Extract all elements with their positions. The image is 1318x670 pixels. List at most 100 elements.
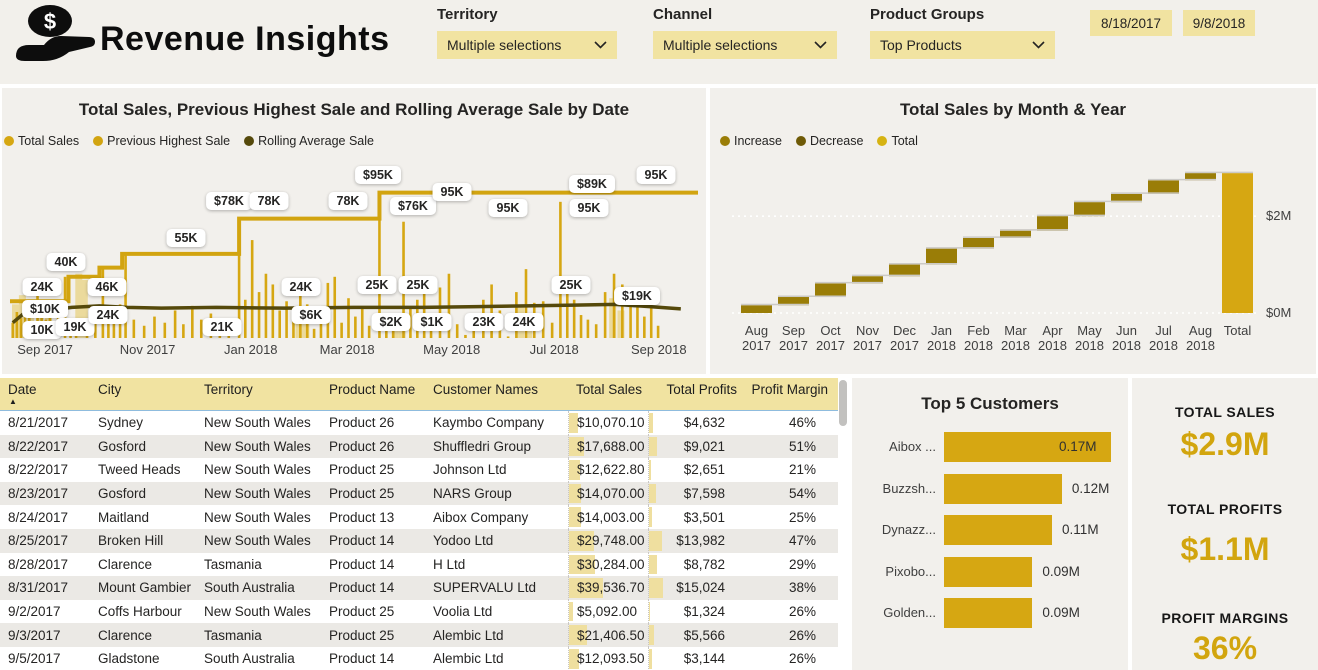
customer-bar[interactable]	[944, 432, 1111, 462]
total-sales-bar[interactable]	[559, 201, 562, 338]
waterfall-bar-total[interactable]	[1222, 173, 1253, 313]
total-sales-bar-dim[interactable]	[295, 319, 303, 338]
total-sales-bar[interactable]	[565, 276, 569, 338]
total-sales-bar[interactable]	[101, 267, 105, 338]
total-sales-bar[interactable]	[490, 284, 493, 338]
table-row[interactable]: 9/5/2017 Gladstone South Australia Product …	[0, 646, 838, 670]
total-sales-bar[interactable]	[11, 322, 15, 338]
waterfall-bar-increase[interactable]	[1037, 216, 1068, 231]
total-sales-bar[interactable]	[354, 316, 357, 338]
customer-bar[interactable]	[944, 556, 1033, 587]
total-sales-bar[interactable]	[15, 311, 19, 338]
total-sales-bar[interactable]	[278, 310, 281, 338]
total-sales-bar[interactable]	[643, 316, 646, 338]
total-sales-bar[interactable]	[550, 322, 554, 338]
total-sales-bar[interactable]	[19, 318, 23, 338]
waterfall-bar-increase[interactable]	[1111, 193, 1142, 203]
total-sales-bar-dim[interactable]	[80, 279, 88, 338]
table-row[interactable]: 9/2/2017 Coffs Harbour New South Wales Prod…	[0, 599, 838, 624]
total-sales-bar[interactable]	[603, 292, 607, 338]
table-row[interactable]: 8/21/2017 Sydney New South Wales Product 26…	[0, 411, 838, 435]
total-sales-bar[interactable]	[132, 319, 136, 338]
territory-dropdown[interactable]: Multiple selections	[437, 31, 617, 59]
waterfall-bar-increase[interactable]	[963, 237, 994, 249]
total-sales-bar-dim[interactable]	[617, 310, 625, 338]
total-sales-bar[interactable]	[621, 284, 624, 338]
total-sales-bar[interactable]	[48, 301, 52, 338]
total-sales-bar[interactable]	[312, 328, 316, 338]
total-sales-bar[interactable]	[629, 295, 632, 338]
total-sales-bar[interactable]	[649, 304, 653, 338]
total-sales-bar[interactable]	[464, 334, 467, 338]
total-sales-bar[interactable]	[163, 322, 167, 338]
total-sales-bar[interactable]	[391, 325, 395, 338]
table-scrollbar[interactable]	[839, 380, 847, 668]
waterfall-bar-increase[interactable]	[778, 297, 809, 306]
table-row[interactable]: 8/23/2017 Gosford New South Wales Product 2…	[0, 481, 838, 506]
total-sales-bar[interactable]	[340, 322, 343, 338]
table-row[interactable]: 8/22/2017 Gosford New South Wales Product 2…	[0, 434, 838, 459]
start-date-input[interactable]: 8/18/2017	[1090, 10, 1172, 36]
total-sales-bar[interactable]	[594, 324, 598, 338]
waterfall-bar-increase[interactable]	[1185, 173, 1216, 181]
column-header-total-sales[interactable]: Total Sales	[576, 382, 643, 397]
total-sales-bar-dim[interactable]	[302, 310, 310, 338]
column-header-city[interactable]: City	[98, 382, 122, 397]
waterfall-bar-increase[interactable]	[1000, 230, 1031, 238]
total-sales-bar[interactable]	[250, 240, 254, 338]
total-sales-bar[interactable]	[579, 315, 583, 338]
total-sales-bar-dim[interactable]	[36, 299, 44, 338]
waterfall-bar-increase[interactable]	[815, 283, 846, 298]
column-header-territory[interactable]: Territory	[204, 382, 253, 397]
total-sales-bar[interactable]	[94, 315, 97, 338]
total-sales-bar[interactable]	[23, 301, 27, 338]
total-sales-bar[interactable]	[153, 316, 156, 338]
total-sales-bar[interactable]	[506, 336, 510, 338]
previous-highest-sale-line[interactable]	[10, 190, 698, 304]
total-sales-bar[interactable]	[124, 253, 127, 338]
scrollbar-thumb[interactable]	[839, 380, 847, 426]
customer-bar[interactable]	[944, 473, 1062, 504]
customer-bar[interactable]	[944, 515, 1053, 545]
total-sales-bar[interactable]	[264, 273, 268, 338]
table-row[interactable]: 8/31/2017 Mount Gambier South Australia Pro…	[0, 576, 838, 600]
column-header-product-name[interactable]: Product Name	[329, 382, 416, 397]
total-sales-bar[interactable]	[285, 301, 288, 338]
column-header-customer-names[interactable]: Customer Names	[433, 382, 539, 397]
total-sales-bar[interactable]	[572, 299, 576, 338]
customer-bar[interactable]	[944, 598, 1033, 628]
total-sales-bar[interactable]	[455, 324, 459, 338]
total-sales-bar[interactable]	[319, 313, 323, 338]
total-sales-bar[interactable]	[586, 319, 590, 338]
column-header-date[interactable]: Date ▲	[8, 382, 37, 406]
table-row[interactable]: 9/3/2017 Clarence Tasmania Product 25 Alembi…	[0, 623, 838, 647]
total-sales-bar[interactable]	[347, 298, 350, 338]
total-sales-bar[interactable]	[107, 313, 110, 338]
total-sales-bar[interactable]	[173, 310, 177, 338]
table-row[interactable]: 8/28/2017 Clarence Tasmania Product 14 H Ltd…	[0, 552, 838, 577]
waterfall-bar-increase[interactable]	[889, 264, 920, 277]
total-sales-bar[interactable]	[237, 218, 241, 338]
total-sales-bar[interactable]	[438, 287, 442, 338]
total-sales-bar[interactable]	[142, 325, 146, 338]
total-sales-bar[interactable]	[656, 325, 660, 338]
total-sales-bar[interactable]	[191, 305, 194, 338]
waterfall-bar-increase[interactable]	[1074, 202, 1105, 217]
total-sales-bar-dim[interactable]	[609, 298, 617, 338]
total-sales-bar[interactable]	[378, 192, 381, 338]
total-sales-bar[interactable]	[636, 307, 639, 338]
total-sales-bar[interactable]	[524, 269, 528, 338]
table-row[interactable]: 8/24/2017 Maitland New South Wales Product …	[0, 505, 838, 529]
waterfall-bar-increase[interactable]	[741, 305, 772, 313]
end-date-input[interactable]: 9/8/2018	[1183, 10, 1255, 36]
product-groups-dropdown[interactable]: Top Products	[870, 31, 1055, 59]
total-sales-bar[interactable]	[292, 319, 295, 338]
total-sales-bar[interactable]	[257, 292, 261, 338]
total-sales-bar[interactable]	[243, 299, 247, 338]
channel-dropdown[interactable]: Multiple selections	[653, 31, 837, 59]
total-sales-bar[interactable]	[112, 322, 116, 338]
total-sales-bar[interactable]	[367, 325, 371, 338]
waterfall-bar-increase[interactable]	[926, 248, 957, 265]
waterfall-bar-increase[interactable]	[852, 276, 883, 284]
table-row[interactable]: 8/25/2017 Broken Hill New South Wales Produ…	[0, 528, 838, 553]
